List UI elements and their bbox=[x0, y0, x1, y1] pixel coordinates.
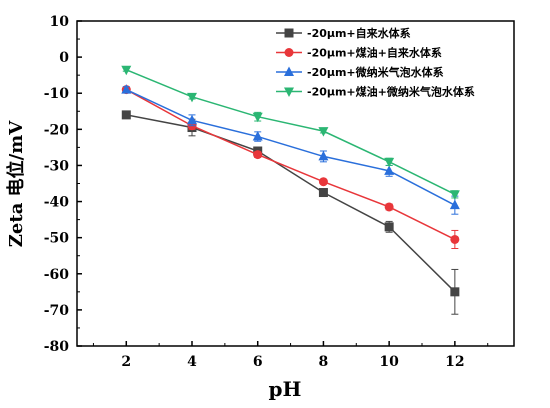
data-point bbox=[187, 92, 197, 103]
y-tick-label: -80 bbox=[44, 339, 70, 355]
data-point bbox=[318, 177, 328, 187]
data-point bbox=[121, 84, 132, 94]
y-axis-title: Zeta 电位/mV bbox=[5, 120, 27, 247]
series-group bbox=[121, 65, 460, 315]
x-tick-label: 6 bbox=[253, 354, 263, 370]
legend-label: -20μm+微纳米气泡水体系 bbox=[307, 65, 444, 79]
data-point bbox=[384, 165, 395, 175]
legend-marker bbox=[284, 66, 294, 76]
y-tick-label: -30 bbox=[44, 158, 70, 174]
y-tick-label: -10 bbox=[44, 86, 70, 102]
y-tick-label: -60 bbox=[44, 267, 70, 283]
data-point bbox=[449, 190, 460, 200]
data-point bbox=[253, 150, 263, 160]
y-tick-label: -40 bbox=[44, 195, 70, 211]
legend-entry-2: -20μm+煤油+自来水体系 bbox=[276, 46, 442, 60]
series-3 bbox=[121, 84, 460, 215]
x-tick-label: 8 bbox=[319, 354, 329, 370]
series-line bbox=[125, 69, 456, 196]
data-point bbox=[121, 110, 131, 120]
y-tick-label: -50 bbox=[44, 231, 70, 247]
legend-entry-3: -20μm+微纳米气泡水体系 bbox=[276, 65, 444, 79]
axes bbox=[76, 20, 515, 347]
data-point bbox=[384, 222, 394, 232]
legend-entry-1: -20μm+自来水体系 bbox=[276, 26, 411, 40]
x-tick-label: 2 bbox=[121, 354, 131, 370]
y-tick-label: 10 bbox=[50, 14, 70, 30]
data-point bbox=[121, 65, 132, 76]
data-point bbox=[384, 202, 394, 212]
legend-entry-4: -20μm+煤油+微纳米气泡水体系 bbox=[276, 85, 475, 99]
series-line bbox=[125, 88, 456, 241]
tick-marks: 10 0 -10 -20 -30 -40 -50 -60 -70 -80 2 4 6 8 10 12 bbox=[44, 14, 489, 370]
series-line bbox=[126, 114, 456, 293]
series-line bbox=[125, 88, 456, 206]
legend: -20μm+自来水体系 -20μm+煤油+自来水体系 -20μm+微纳米气泡水体系 -… bbox=[276, 26, 475, 99]
data-point bbox=[318, 150, 329, 161]
x-axis-title: pH bbox=[269, 377, 302, 401]
series-1 bbox=[121, 110, 460, 315]
x-tick-label: 12 bbox=[445, 354, 464, 370]
data-point bbox=[449, 199, 460, 210]
legend-label: -20μm+煤油+微纳米气泡水体系 bbox=[307, 85, 475, 99]
legend-marker bbox=[284, 87, 294, 97]
y-tick-label: -20 bbox=[44, 122, 70, 138]
series-2 bbox=[121, 85, 460, 249]
data-point bbox=[450, 234, 460, 244]
y-tick-label: 0 bbox=[59, 50, 69, 66]
series-4 bbox=[121, 65, 460, 200]
legend-marker bbox=[284, 28, 294, 38]
legend-label: -20μm+自来水体系 bbox=[307, 26, 411, 40]
y-tick-label: -70 bbox=[44, 303, 70, 319]
x-tick-label: 4 bbox=[187, 354, 197, 370]
data-point bbox=[384, 157, 395, 168]
data-point bbox=[318, 127, 329, 137]
legend-label: -20μm+煤油+自来水体系 bbox=[307, 46, 442, 60]
plot-frame bbox=[76, 20, 515, 347]
x-tick-label: 10 bbox=[379, 354, 399, 370]
legend-marker bbox=[284, 48, 294, 57]
data-point bbox=[252, 112, 263, 123]
data-point bbox=[187, 114, 197, 125]
data-point bbox=[252, 131, 263, 141]
data-point bbox=[318, 188, 328, 198]
data-point bbox=[450, 287, 460, 297]
